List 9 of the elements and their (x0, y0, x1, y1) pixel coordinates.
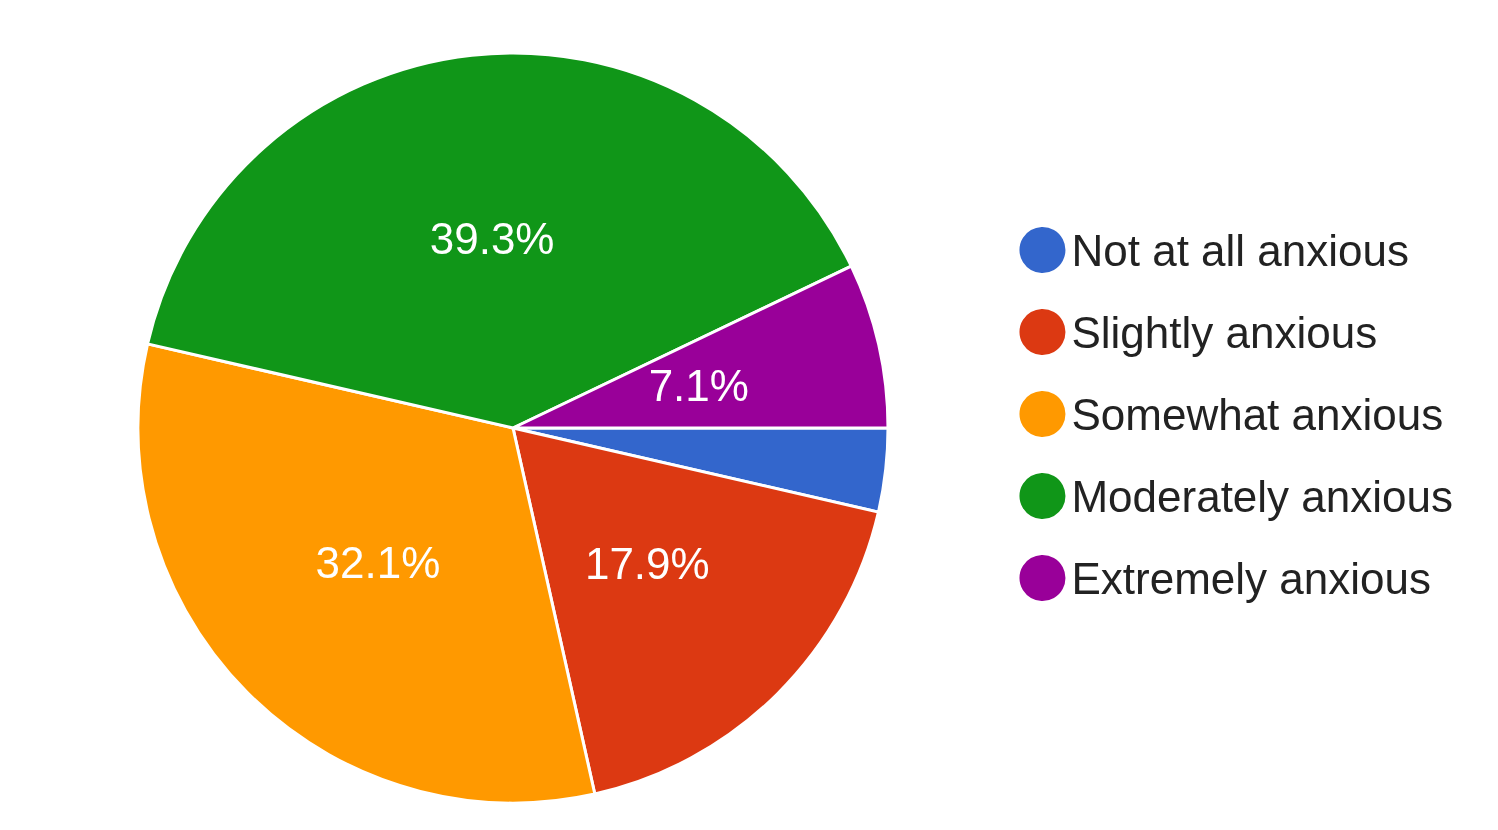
legend-label: Extremely anxious (1071, 553, 1431, 603)
legend-label: Slightly anxious (1071, 307, 1378, 357)
legend-label: Moderately anxious (1071, 471, 1454, 521)
legend-label: Somewhat anxious (1071, 389, 1444, 439)
data-label: 7.1% (648, 361, 749, 411)
legend-label: Not at all anxious (1071, 225, 1409, 275)
data-label: 39.3% (429, 214, 555, 264)
data-label: 32.1% (315, 537, 441, 587)
data-label: 17.9% (584, 538, 710, 588)
